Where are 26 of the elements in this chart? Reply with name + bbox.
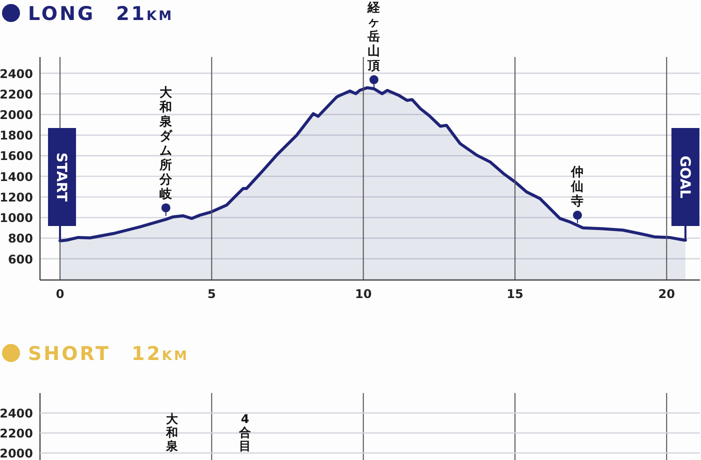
annotation: 仲仙寺 bbox=[570, 164, 584, 208]
x-tick-label: 5 bbox=[207, 287, 216, 301]
y-tick-label: 800 bbox=[8, 232, 33, 246]
chart-title: LONG 21km bbox=[28, 3, 174, 25]
y-tick-label: 2000 bbox=[0, 108, 33, 122]
annotation: GOAL bbox=[676, 156, 692, 198]
y-tick-label: 1000 bbox=[0, 211, 33, 226]
y-tick-label: 2400 bbox=[0, 66, 33, 81]
x-tick-label: 10 bbox=[354, 287, 372, 301]
y-tick-label: 1800 bbox=[0, 128, 33, 143]
sign-board: START bbox=[48, 128, 76, 241]
sign-board: GOAL bbox=[671, 128, 700, 240]
y-tick-label: 1400 bbox=[0, 170, 33, 184]
text: SHORT 12km bbox=[28, 343, 189, 365]
annotation: START bbox=[53, 152, 70, 202]
text: 4合目 bbox=[238, 412, 252, 453]
y-tick-label: 600 bbox=[8, 252, 33, 266]
annotation: 経ヶ岳山頂 bbox=[366, 0, 382, 73]
y-tick-label: 1600 bbox=[0, 149, 33, 164]
annotation: 大和泉ダム所分岐 bbox=[158, 84, 174, 201]
y-tick-label: 2200 bbox=[0, 87, 33, 102]
x-tick-label: 20 bbox=[658, 287, 675, 301]
x-tick-label: 0 bbox=[56, 287, 64, 301]
text: 大和泉 bbox=[165, 412, 179, 453]
y-tick-label: 1200 bbox=[0, 190, 33, 204]
x-tick-label: 15 bbox=[506, 287, 524, 301]
